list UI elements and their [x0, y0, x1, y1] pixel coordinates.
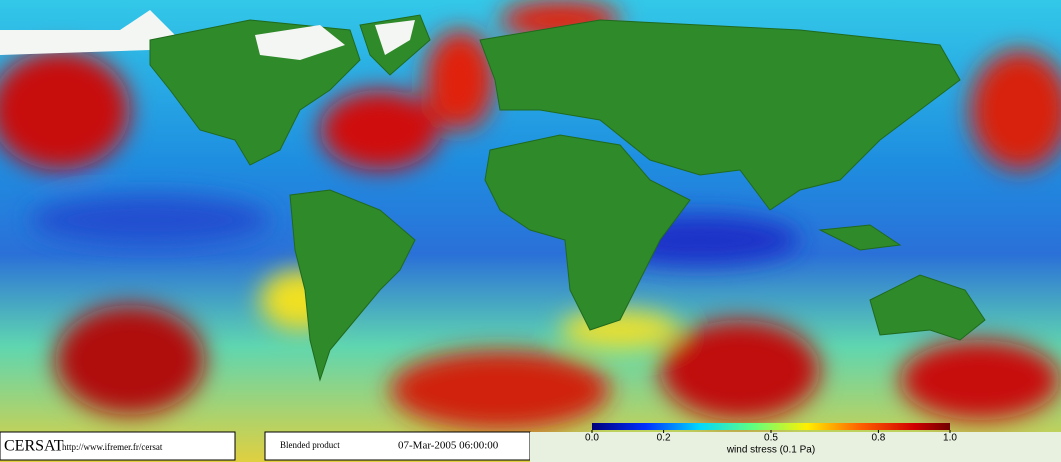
africa: [484, 134, 691, 331]
colorbar-label: wind stress (0.1 Pa): [726, 445, 815, 456]
australia: [869, 274, 986, 341]
url: http://www.ifremer.fr/cersat: [62, 442, 163, 452]
colorbar-tick-label: 0.8: [871, 433, 885, 444]
info-box: [264, 431, 531, 461]
colorbar-tick-label: 0.0: [585, 433, 599, 444]
info-box: [0, 431, 236, 461]
eurasia: [479, 19, 961, 211]
wind-field: [0, 0, 1061, 430]
ice: [0, 10, 180, 55]
colorbar-tick-label: 0.2: [657, 433, 671, 444]
logo: CERSAT: [4, 438, 64, 455]
south-america: [289, 189, 416, 382]
ice: [375, 20, 415, 55]
colorbar-panel: [530, 432, 1061, 462]
footer: CERSAT http://www.ifremer.fr/cersat Blen…: [0, 423, 1061, 462]
colorbar-tick-label: 1.0: [943, 433, 957, 444]
colorbar-tick-label: 0.5: [764, 433, 778, 444]
product: Blended product: [280, 440, 340, 450]
date: 07-Mar-2005 06:00:00: [398, 440, 499, 452]
ice: [255, 25, 345, 60]
indonesia: [818, 224, 902, 251]
colorbar: [592, 423, 950, 430]
